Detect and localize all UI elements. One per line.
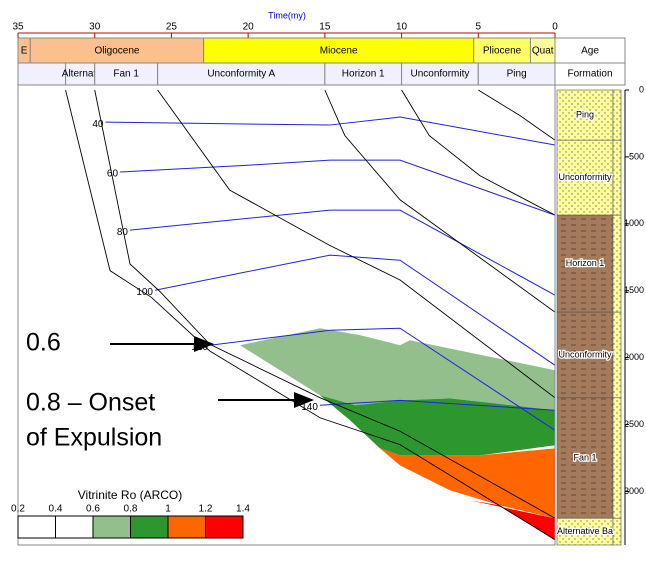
vitrinite-zone [470,500,555,541]
legend-title: Vitrinite Ro (ARCO) [78,488,182,502]
legend-tick-label: 0.8 [124,504,138,515]
x-tick-label: 30 [89,22,101,33]
isotherm-label: 80 [117,227,129,238]
isotherm [209,327,555,431]
x-axis-title: Time(my) [268,10,306,20]
legend-tick-label: 1.4 [236,504,250,515]
formation-label: Unconformity A [207,69,275,80]
x-tick-label: 35 [12,22,24,33]
formation-label: Horizon 1 [342,69,385,80]
burial-curve [324,89,555,313]
formation-label: Fan 1 [113,69,139,80]
y-tick-label: 500 [629,151,644,161]
isotherm-label: 60 [107,169,119,180]
vitrinite-zone [240,328,555,411]
formation-label: Ping [507,69,527,80]
legend-swatch [130,515,169,539]
y-tick-label: 1500 [624,285,644,295]
isotherm [105,116,555,146]
lithology-strip [612,517,622,546]
burial-curve [157,89,555,399]
vitrinite-zone [379,448,555,519]
burial-curve [478,89,555,141]
header-label: Age [581,46,599,57]
x-tick-label: 10 [396,22,408,33]
age-label: E [21,46,28,57]
y-tick-label: 0 [639,84,644,94]
lithology-label: Fan 1 [573,452,596,462]
header-cell [554,37,626,64]
isotherm-label: 100 [136,287,153,298]
legend-swatch [17,515,56,539]
isotherm [120,159,555,216]
lithology-label: Unconformity [558,172,612,182]
x-tick-label: 5 [476,22,482,33]
isotherm-label: 40 [92,119,104,130]
y-tick-label: 2500 [624,419,644,429]
legend-swatch [55,515,94,539]
y-tick-label: 3000 [624,486,644,496]
legend-tick-label: 0.6 [86,504,100,515]
lithology-label: Unconformity [558,349,612,359]
lithology-strip [612,89,622,141]
legend-swatch [92,515,131,539]
formation-label: Unconformity [410,69,469,80]
lithology-label: Alternative Ba [557,526,613,536]
isotherm-label: 120 [191,342,208,353]
lithology-strip [612,397,622,519]
legend-tick-label: 0.2 [11,504,25,515]
age-label: Pliocene [483,46,522,57]
lithology-strip [612,214,622,313]
lithology-label: Ping [576,109,594,119]
age-label: Quat [532,46,554,57]
age-label: Miocene [320,46,358,57]
x-tick-label: 20 [243,22,255,33]
legend-tick-label: 1 [165,504,171,515]
isotherm [129,209,555,296]
y-tick-label: 2000 [624,352,644,362]
header-cell [554,62,626,86]
x-tick-label: 25 [166,22,178,33]
isotherm [319,399,555,411]
x-tick-label: 0 [552,22,558,33]
legend-tick-label: 0.4 [49,504,63,515]
lithology-unit [556,139,614,216]
annotation: 0.8 – Onset [26,389,155,417]
lithology-unit [556,89,614,141]
isotherm-label: 140 [301,402,318,413]
lithology-unit [556,517,614,546]
plot-area [65,89,555,541]
legend-swatch [167,515,206,539]
lithology-unit [556,397,614,519]
vitrinite-zone [319,395,555,456]
y-tick-label: 1000 [624,218,644,228]
lithology-unit [556,311,614,399]
lithology-strip [612,139,622,216]
isotherm [154,254,555,366]
header-label: Formation [567,69,612,80]
burial-curve [401,89,555,216]
legend-tick-label: 1.2 [199,504,213,515]
legend-swatch [205,515,244,539]
formation-label: Alternati [62,69,99,80]
lithology-strip [612,311,622,399]
annotation: 0.6 [26,329,61,357]
age-label: Oligocene [94,46,139,57]
annotation: of Expulsion [26,424,162,452]
x-tick-label: 15 [319,22,331,33]
lithology-label: Horizon 1 [566,258,605,268]
